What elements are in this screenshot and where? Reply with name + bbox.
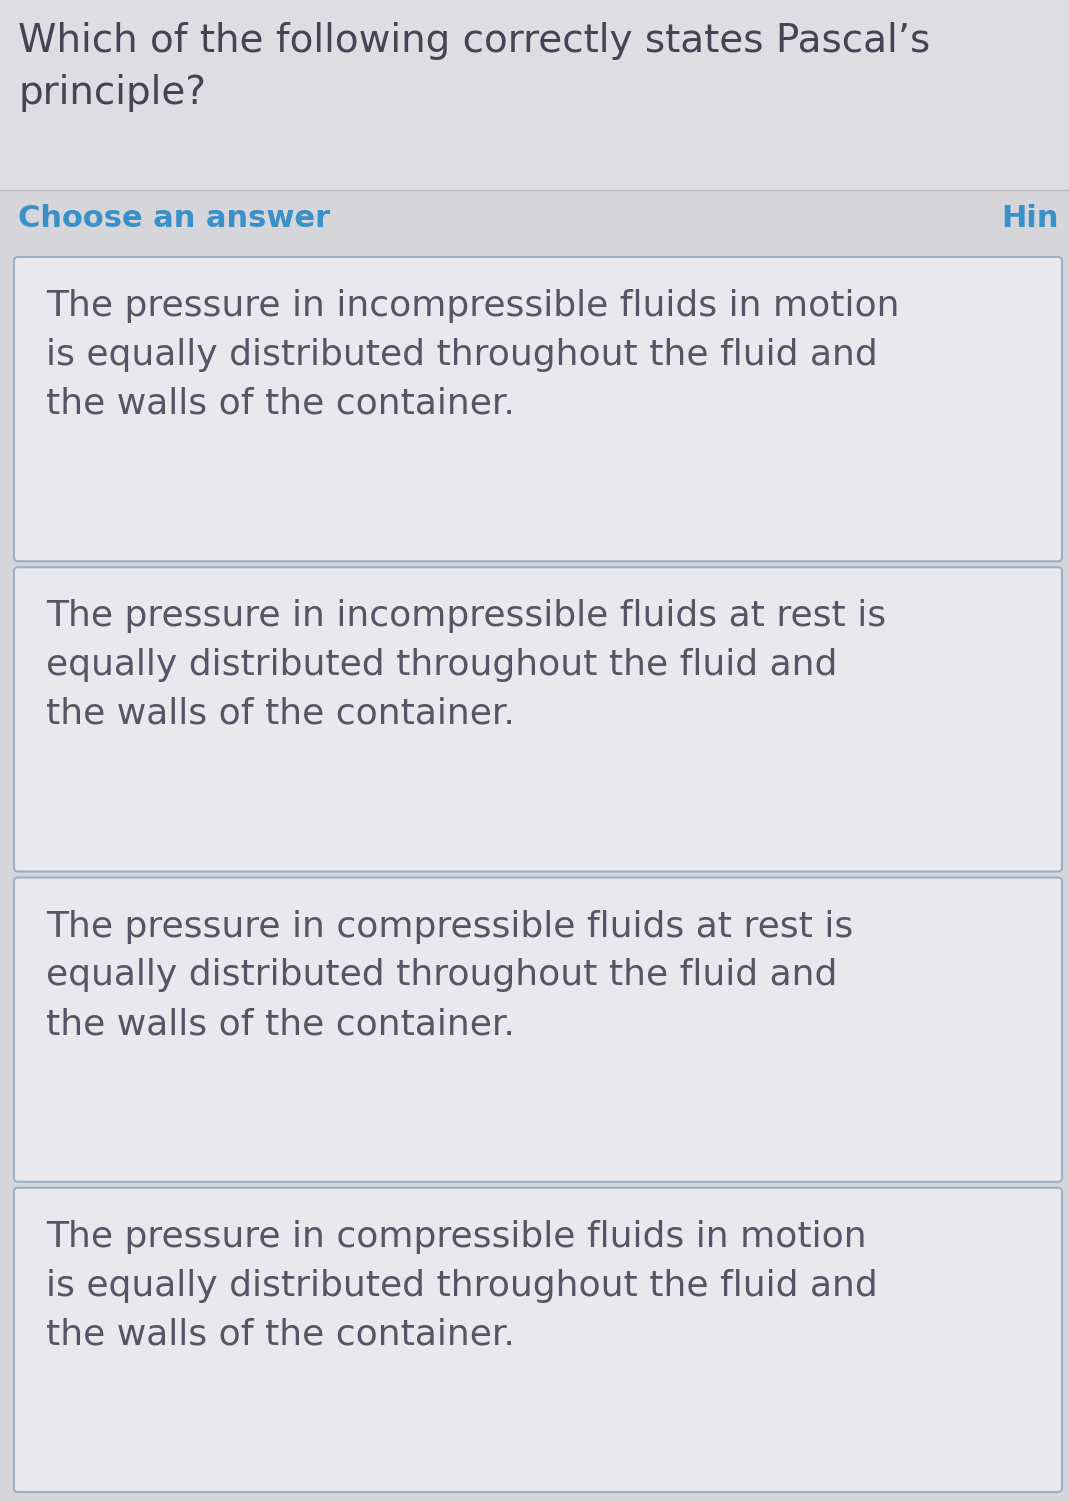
Text: Hin: Hin <box>1002 204 1059 233</box>
FancyBboxPatch shape <box>14 257 1062 562</box>
FancyBboxPatch shape <box>14 568 1062 871</box>
Bar <box>0 246 1069 1502</box>
FancyBboxPatch shape <box>14 877 1062 1182</box>
Bar <box>0 0 1069 189</box>
Bar <box>0 189 1069 246</box>
Text: The pressure in compressible fluids at rest is
equally distributed throughout th: The pressure in compressible fluids at r… <box>46 910 853 1041</box>
Text: The pressure in compressible fluids in motion
is equally distributed throughout : The pressure in compressible fluids in m… <box>46 1220 878 1352</box>
Text: Which of the following correctly states Pascal’s
principle?: Which of the following correctly states … <box>18 23 930 111</box>
Text: The pressure in incompressible fluids at rest is
equally distributed throughout : The pressure in incompressible fluids at… <box>46 599 886 731</box>
Text: Choose an answer: Choose an answer <box>18 204 330 233</box>
Text: The pressure in incompressible fluids in motion
is equally distributed throughou: The pressure in incompressible fluids in… <box>46 288 899 421</box>
FancyBboxPatch shape <box>14 1188 1062 1491</box>
